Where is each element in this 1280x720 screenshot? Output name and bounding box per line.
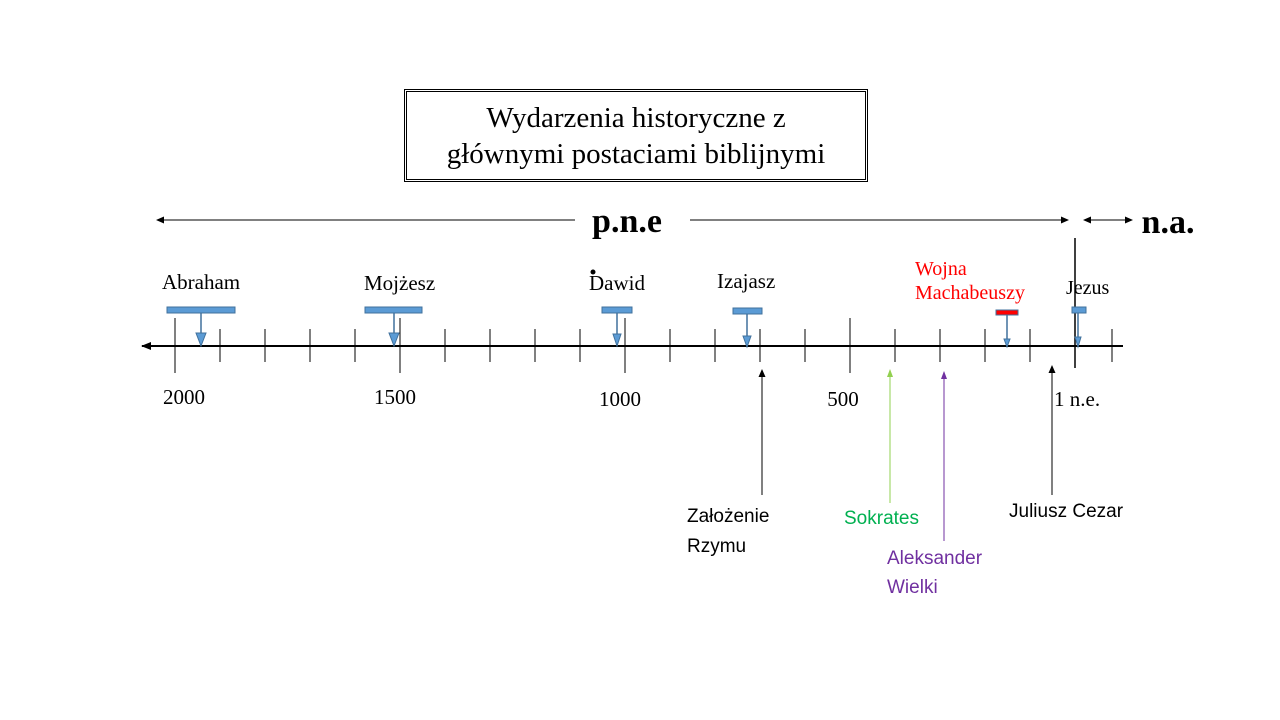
bar-wojna-machabeuszy <box>995 309 1019 316</box>
pointer-mojzesz <box>388 313 400 348</box>
dawid-dot <box>590 269 596 275</box>
pointer-izajasz <box>742 314 752 349</box>
scale-label-500: 500 <box>827 387 859 411</box>
arrowhead-aleksander-wielki <box>941 371 947 379</box>
label-jezus: Jezus <box>1066 277 1110 299</box>
label-izajasz: Izajasz <box>717 269 775 293</box>
bar-mojzesz <box>364 306 423 314</box>
bar-jezus <box>1071 306 1087 314</box>
scale-label-1ne: 1 n.e. <box>1054 387 1100 411</box>
label-abraham: Abraham <box>162 270 240 294</box>
era-label-na: n.a. <box>1142 204 1195 241</box>
bar-dawid <box>601 306 633 314</box>
pointer-jezus <box>1074 313 1082 349</box>
scale-label-1500: 1500 <box>374 385 416 409</box>
label-wojna-machabeuszy: Wojna Machabeuszy <box>915 258 1025 304</box>
scale-label-1000: 1000 <box>599 387 641 411</box>
bar-izajasz <box>732 307 763 315</box>
bar-abraham <box>166 306 236 314</box>
label-juliusz-cezar: Juliusz Cezar <box>1009 501 1124 522</box>
label-zalozenie-rzymu: Założenie Rzymu <box>687 506 769 557</box>
scale-label-2000: 2000 <box>163 385 205 409</box>
arrowhead-sokrates <box>887 369 893 377</box>
label-aleksander-wielki: Aleksander Wielki <box>887 548 983 598</box>
era-label-pne: p.n.e <box>592 203 662 240</box>
label-sokrates: Sokrates <box>844 508 919 529</box>
label-mojzesz: Mojżesz <box>364 271 435 295</box>
pointer-abraham <box>195 313 207 348</box>
timeline-ticks <box>174 318 1113 373</box>
slide-title: Wydarzenia historyczne z głównymi postac… <box>446 101 826 170</box>
pointer-wojna-machabeuszy <box>1003 315 1011 349</box>
label-dawid: Dawid <box>589 271 645 295</box>
title-box: Wydarzenia historyczne z głównymi postac… <box>404 89 868 182</box>
pointer-dawid <box>612 313 622 348</box>
